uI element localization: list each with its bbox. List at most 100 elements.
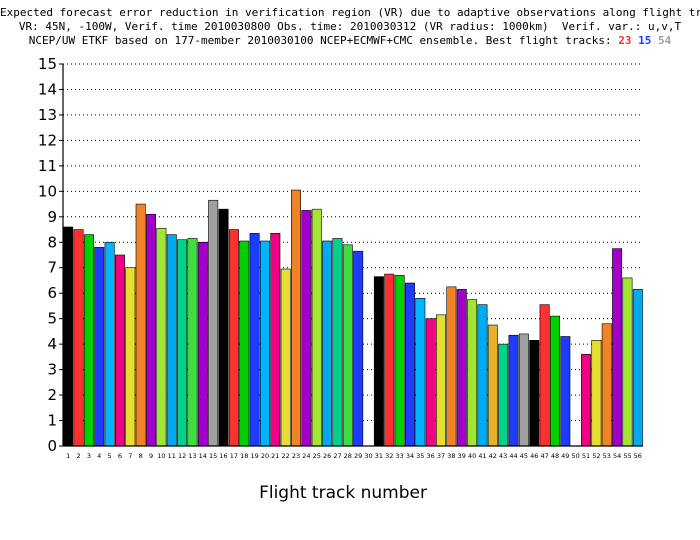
bar xyxy=(436,314,447,447)
x-axis-label: Flight track number xyxy=(259,483,427,503)
bar xyxy=(104,241,115,447)
bar xyxy=(508,334,519,447)
bar xyxy=(146,213,157,447)
x-tick-label: 11 xyxy=(168,452,176,460)
x-tick-label: 56 xyxy=(634,452,642,460)
bar xyxy=(311,208,322,447)
bar xyxy=(549,315,560,447)
x-tick-label: 42 xyxy=(489,452,497,460)
bar xyxy=(612,248,623,447)
bar xyxy=(560,336,571,447)
bar xyxy=(622,277,633,447)
x-tick-label: 44 xyxy=(509,452,517,460)
x-tick-label: 46 xyxy=(530,452,538,460)
y-tick-label: 6 xyxy=(47,284,57,302)
y-tick-label: 10 xyxy=(38,182,57,200)
bar xyxy=(301,210,312,447)
y-tick-label: 4 xyxy=(47,335,57,353)
bar xyxy=(135,203,146,447)
chart-title-line-3-text: NCEP/UW ETKF based on 177-member 2010030… xyxy=(28,34,612,47)
x-tick-label: 33 xyxy=(395,452,403,460)
bar xyxy=(404,282,415,447)
bar xyxy=(632,289,643,447)
bar xyxy=(322,240,333,447)
x-tick-label: 32 xyxy=(385,452,393,460)
x-tick-label: 39 xyxy=(458,452,466,460)
bar xyxy=(591,340,602,447)
x-tick-label: 9 xyxy=(149,452,153,460)
bar xyxy=(83,234,94,447)
best-track-2: 15 xyxy=(638,34,652,47)
x-tick-label: 34 xyxy=(406,452,414,460)
bar xyxy=(218,208,229,447)
bar xyxy=(280,268,291,447)
x-tick-label: 14 xyxy=(199,452,207,460)
bar xyxy=(342,244,353,447)
x-tick-label: 30 xyxy=(364,452,372,460)
x-tick-label: 50 xyxy=(572,452,580,460)
x-tick-label: 28 xyxy=(344,452,352,460)
bar xyxy=(291,189,302,447)
bar xyxy=(249,233,260,447)
bar xyxy=(425,318,436,447)
y-tick-label: 8 xyxy=(47,233,57,251)
bar xyxy=(487,324,498,447)
x-tick-label: 55 xyxy=(623,452,631,460)
bar xyxy=(239,240,250,447)
bar xyxy=(208,199,219,447)
x-tick-label: 53 xyxy=(603,452,611,460)
bar xyxy=(518,333,529,447)
bar xyxy=(63,226,74,447)
x-tick-label: 16 xyxy=(219,452,227,460)
x-tick-label: 15 xyxy=(209,452,217,460)
y-tick-label: 13 xyxy=(38,106,57,124)
bar xyxy=(166,234,177,447)
bar xyxy=(456,289,467,447)
chart-title-line-3: NCEP/UW ETKF based on 177-member 2010030… xyxy=(0,34,700,48)
y-tick-label: 12 xyxy=(38,131,57,149)
bar xyxy=(581,354,592,447)
x-tick-label: 45 xyxy=(520,452,528,460)
y-tick-label: 9 xyxy=(47,208,57,226)
x-tick-label: 52 xyxy=(592,452,600,460)
y-tick-label: 1 xyxy=(47,412,57,430)
x-tick-label: 26 xyxy=(323,452,331,460)
x-tick-label: 35 xyxy=(416,452,424,460)
y-tick-label: 5 xyxy=(47,310,57,328)
bar xyxy=(177,239,188,447)
x-tick-label: 19 xyxy=(250,452,258,460)
x-tick-label: 54 xyxy=(613,452,621,460)
bar xyxy=(73,229,84,447)
bar xyxy=(467,299,478,447)
x-tick-label: 7 xyxy=(128,452,132,460)
bar xyxy=(446,286,457,447)
y-tick-label: 7 xyxy=(47,259,57,277)
bar xyxy=(156,227,167,447)
bar xyxy=(197,241,208,447)
y-tick-label: 14 xyxy=(38,80,57,98)
bar xyxy=(125,267,136,447)
x-tick-label: 1 xyxy=(66,452,70,460)
x-tick-label: 31 xyxy=(375,452,383,460)
x-tick-label: 41 xyxy=(478,452,486,460)
bar xyxy=(539,304,550,447)
x-tick-label: 36 xyxy=(427,452,435,460)
best-track-1: 23 xyxy=(618,34,632,47)
x-tick-label: 25 xyxy=(313,452,321,460)
x-tick-label: 29 xyxy=(354,452,362,460)
x-tick-label: 4 xyxy=(97,452,101,460)
x-tick-label: 51 xyxy=(582,452,590,460)
chart-title-line-2: VR: 45N, -100W, Verif. time 2010030800 O… xyxy=(18,20,682,33)
bar xyxy=(270,233,281,447)
bar xyxy=(332,238,343,447)
bar xyxy=(259,240,270,447)
bar xyxy=(228,229,239,447)
y-tick-label: 0 xyxy=(47,437,57,455)
y-tick-label: 3 xyxy=(47,361,57,379)
x-tick-label: 10 xyxy=(157,452,165,460)
x-tick-label: 47 xyxy=(540,452,548,460)
x-tick-label: 40 xyxy=(468,452,476,460)
bar xyxy=(415,297,426,447)
bar xyxy=(601,323,612,447)
